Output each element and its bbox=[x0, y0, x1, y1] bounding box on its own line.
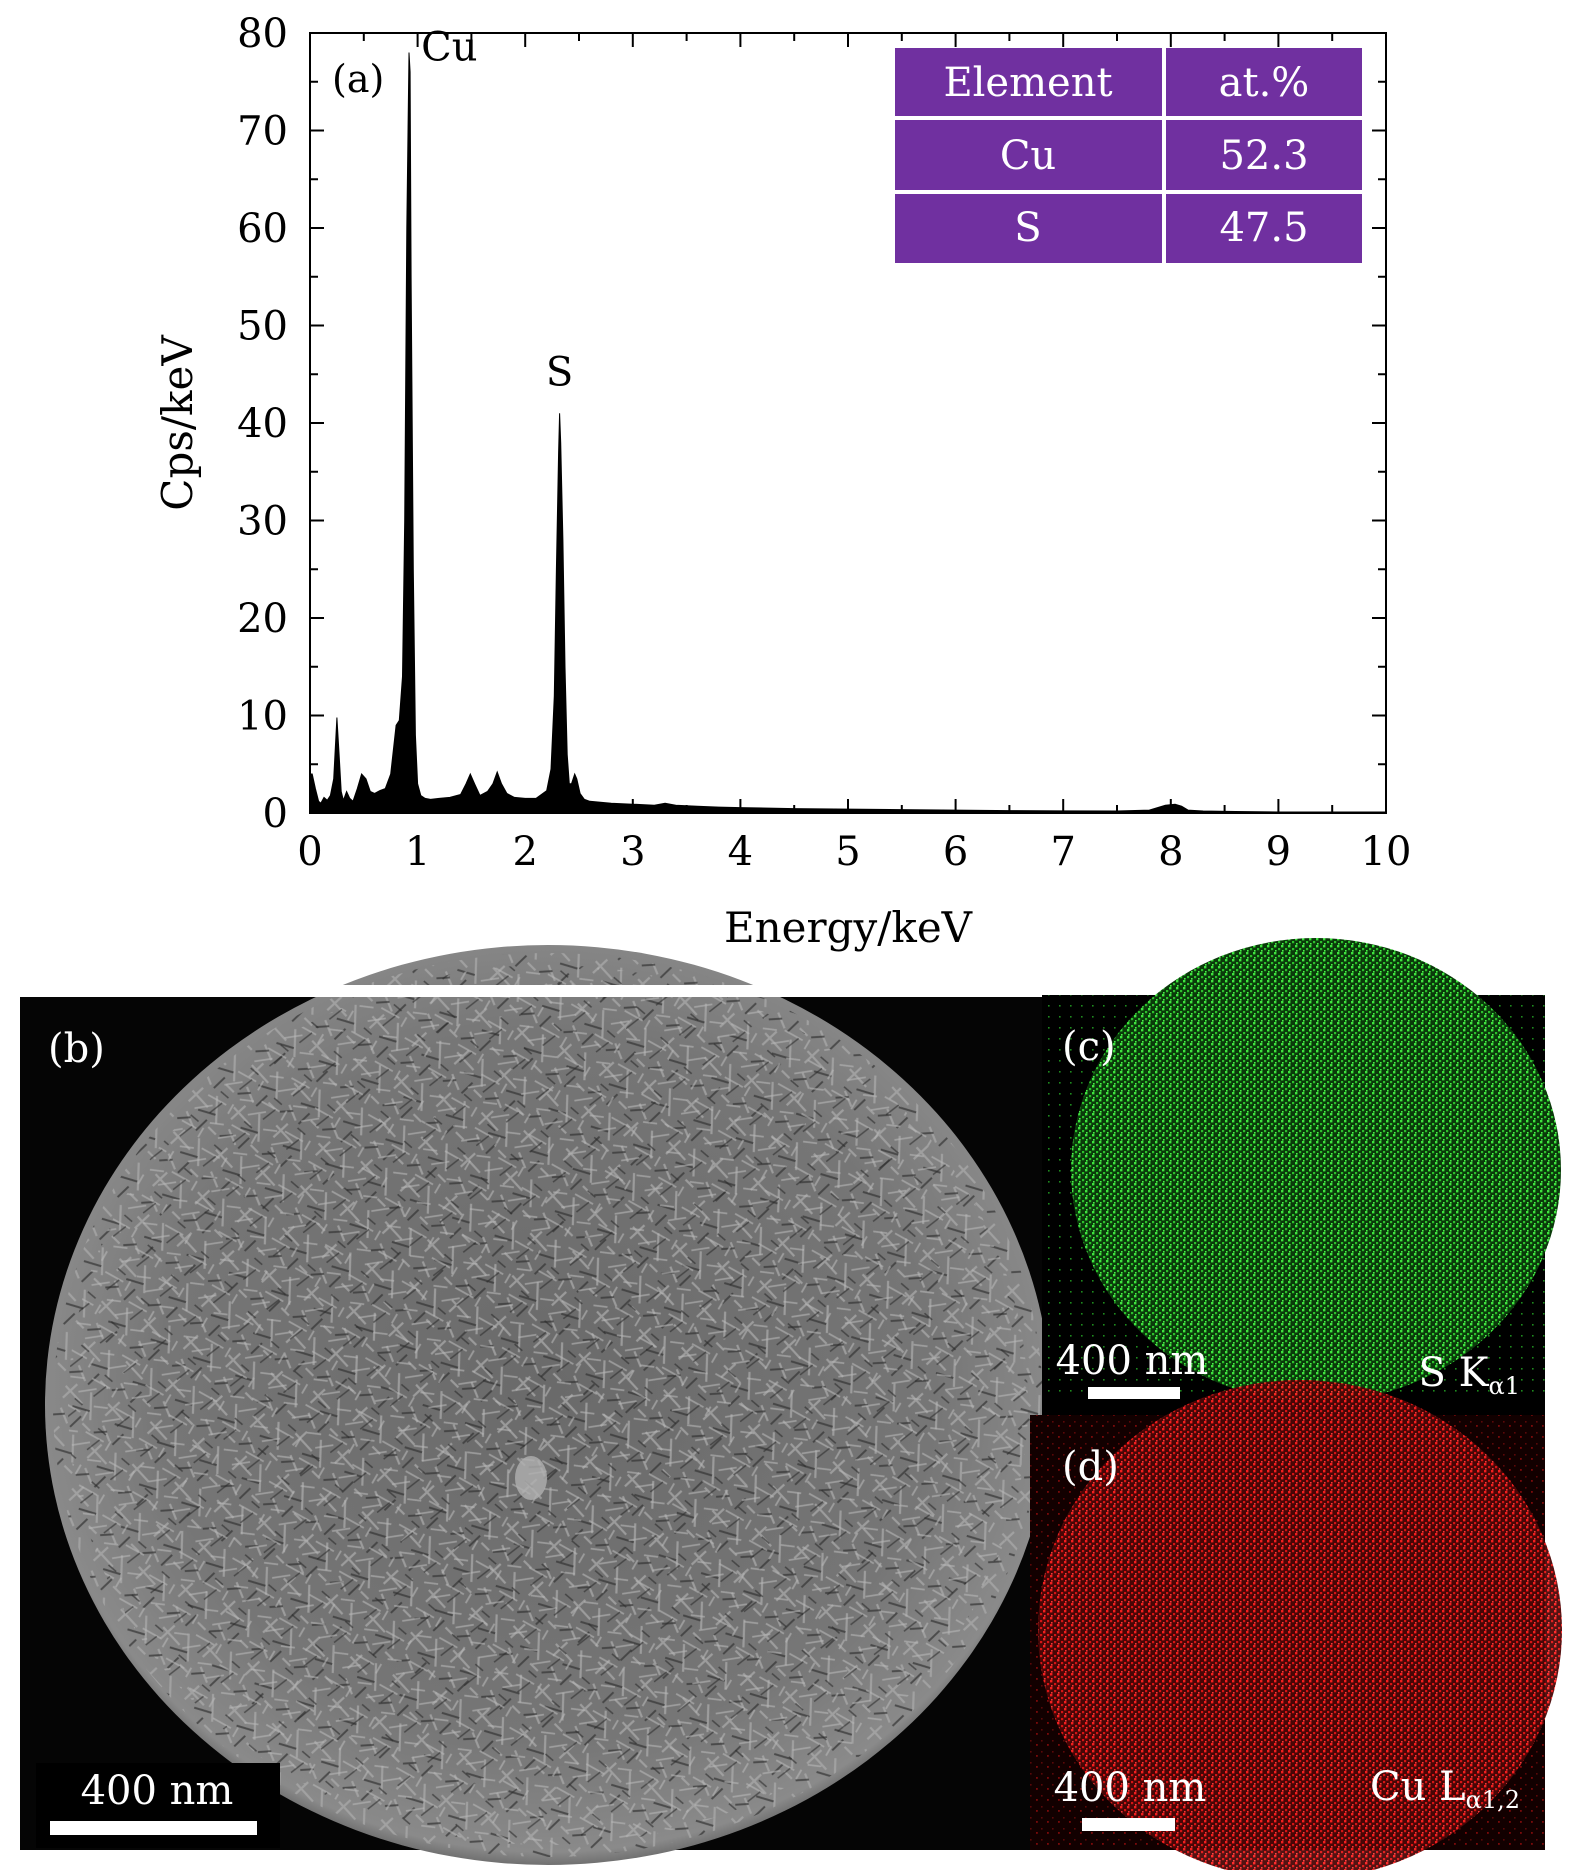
cu-map-signal-label: Cu Lα1,2 bbox=[1370, 1764, 1520, 1814]
table-cell bbox=[895, 120, 1162, 190]
x-tick-label: 2 bbox=[512, 829, 537, 875]
y-tick-label: 20 bbox=[237, 596, 288, 642]
y-tick-label: 50 bbox=[237, 304, 288, 350]
s-map-panel: (c) 400 nm S Kα1 bbox=[1042, 938, 1561, 1415]
x-tick-label: 9 bbox=[1266, 829, 1291, 875]
table-cell-value: 52.3 bbox=[1219, 133, 1308, 179]
table-header-atomic-percent: at.% bbox=[1219, 60, 1310, 106]
panel-label-d: (d) bbox=[1062, 1444, 1119, 1490]
panel-label-a: (a) bbox=[332, 57, 384, 101]
table-cell bbox=[1166, 194, 1362, 263]
y-tick-label: 40 bbox=[237, 401, 288, 447]
cu-map-scale-bar-label: 400 nm bbox=[1054, 1765, 1207, 1811]
x-tick-label: 7 bbox=[1050, 829, 1075, 875]
x-tick-label: 5 bbox=[835, 829, 860, 875]
cu-map-scale-bar bbox=[1082, 1818, 1175, 1831]
table-cell bbox=[1166, 120, 1362, 190]
composition-table: Element at.% Cu 52.3 S 47.5 bbox=[895, 48, 1362, 263]
x-tick-label: 8 bbox=[1158, 829, 1183, 875]
sem-top-crop bbox=[20, 985, 1042, 997]
x-axis-ticks bbox=[309, 33, 1387, 813]
signal-main: Cu L bbox=[1370, 1764, 1466, 1810]
y-tick-label: 70 bbox=[237, 109, 288, 155]
sem-image-panel: (b) 400 nm bbox=[20, 945, 1051, 1865]
cu-map-panel: (d) 400 nm Cu Lα1,2 bbox=[1030, 1380, 1562, 1870]
sem-scale-bar-label: 400 nm bbox=[81, 1768, 234, 1814]
table-cell bbox=[1166, 48, 1362, 116]
x-tick-label: 6 bbox=[943, 829, 968, 875]
eds-spectrum-chart: 0 1 2 3 4 5 6 7 8 9 10 0 10 20 30 40 50 60 70 80 Cu S (a) E… bbox=[153, 11, 1411, 952]
s-map-scale-bar bbox=[1088, 1387, 1180, 1399]
y-tick-label: 30 bbox=[237, 499, 288, 545]
table-cell bbox=[895, 48, 1162, 116]
sem-scale-bar bbox=[50, 1821, 257, 1835]
s-map-signal-label: S Kα1 bbox=[1419, 1350, 1520, 1400]
table-header-element: Element bbox=[943, 60, 1112, 106]
cu-map-sphere bbox=[1038, 1380, 1562, 1870]
x-tick-label: 10 bbox=[1361, 829, 1412, 875]
signal-main: S K bbox=[1419, 1350, 1490, 1396]
table-cell-element: S bbox=[1014, 205, 1041, 251]
table-cell-value: 47.5 bbox=[1219, 205, 1308, 251]
signal-subscript: α1,2 bbox=[1466, 1786, 1520, 1814]
spectrum-series bbox=[309, 52, 1387, 814]
y-tick-label: 80 bbox=[237, 11, 288, 57]
x-axis-label: Energy/keV bbox=[724, 903, 973, 952]
x-tick-label: 4 bbox=[728, 829, 753, 875]
y-tick-label: 0 bbox=[263, 791, 288, 837]
y-axis-tick-labels: 0 10 20 30 40 50 60 70 80 bbox=[237, 11, 288, 837]
panel-label-c: (c) bbox=[1062, 1024, 1116, 1070]
peak-label: Cu bbox=[421, 25, 477, 71]
x-tick-label: 3 bbox=[620, 829, 645, 875]
table-cell bbox=[895, 194, 1162, 263]
peak-labels: Cu S bbox=[421, 25, 573, 396]
x-axis-tick-labels: 0 1 2 3 4 5 6 7 8 9 10 bbox=[297, 829, 1411, 875]
panel-label-b: (b) bbox=[48, 1026, 105, 1072]
sem-particle bbox=[515, 1456, 547, 1500]
s-map-sphere bbox=[1071, 938, 1561, 1402]
x-tick-label: 0 bbox=[297, 829, 322, 875]
y-tick-label: 60 bbox=[237, 206, 288, 252]
table-cell-element: Cu bbox=[1000, 133, 1056, 179]
y-axis-ticks bbox=[310, 32, 1386, 814]
y-axis-label: Cps/keV bbox=[153, 335, 202, 511]
peak-label: S bbox=[546, 349, 573, 395]
sem-sphere-texture bbox=[68, 965, 1028, 1845]
signal-subscript: α1 bbox=[1489, 1372, 1520, 1400]
x-tick-label: 1 bbox=[405, 829, 430, 875]
y-tick-label: 10 bbox=[237, 694, 288, 740]
s-map-scale-bar-label: 400 nm bbox=[1056, 1338, 1209, 1384]
